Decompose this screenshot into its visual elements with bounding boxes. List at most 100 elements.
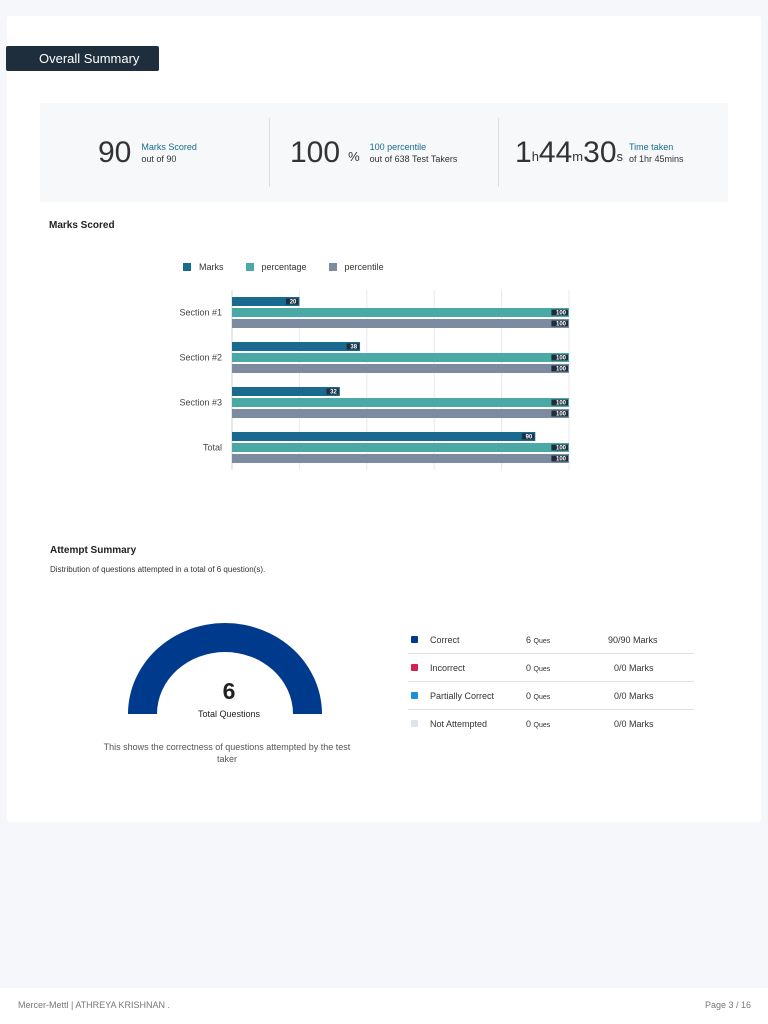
chart-value-badge <box>286 298 299 305</box>
chart-data-label: 100 <box>556 367 567 373</box>
legend-item: percentage <box>245 262 307 272</box>
chart-category-label: Section #2 <box>179 353 222 363</box>
chart-category-label: Section #3 <box>179 398 222 408</box>
attempt-row: Not Attempted 0 Ques 0/0 Marks <box>408 710 694 738</box>
chart-data-label: 100 <box>556 457 567 463</box>
legend-label: percentile <box>344 262 384 272</box>
status-dot <box>411 664 418 671</box>
marks-bar-chart: Section #1 20 100 100 Section #2 38 100 100 Sect… <box>179 290 570 470</box>
donut-caption: This shows the correctness of questions … <box>103 742 351 764</box>
attempt-subtitle: Distribution of questions attempted in a… <box>50 565 266 574</box>
time-label: Time taken <box>629 141 674 152</box>
marks-section-title: Marks Scored <box>49 220 115 231</box>
row-count: 6 <box>526 635 532 645</box>
footer-left: Mercer-Mettl | ATHREYA KRISHNAN . <box>18 1000 171 1010</box>
chart-value-badge <box>551 354 568 361</box>
percentile-unit: % <box>348 149 360 164</box>
chart-value-badge <box>551 365 568 372</box>
row-unit: Ques <box>533 694 551 701</box>
chart-data-label: 100 <box>556 401 567 407</box>
divider <box>498 118 499 187</box>
chart-value-badge <box>551 399 568 406</box>
time-hours: 1 <box>515 135 532 169</box>
chart-bar <box>232 409 569 418</box>
chart-value-badge <box>521 433 535 440</box>
chart-value-badge <box>551 309 568 316</box>
chart-bar <box>232 432 536 441</box>
stats-panel: 90 Marks Scored out of 90 100 % 100 perc… <box>40 103 728 202</box>
legend-swatch <box>328 263 337 271</box>
chart-bar <box>232 398 569 407</box>
chart-value-badge <box>551 444 568 451</box>
chart-data-label: 90 <box>526 435 533 441</box>
legend-item: percentile <box>328 262 384 272</box>
status-dot <box>411 720 418 727</box>
attempt-row: Partially Correct 0 Ques 0/0 Marks <box>408 682 694 710</box>
chart-data-label: 100 <box>556 446 567 452</box>
time-seconds-unit: s <box>616 149 624 164</box>
row-marks: 0/0 Marks <box>614 719 654 729</box>
row-name: Partially Correct <box>430 691 495 701</box>
chart-category-label: Total <box>203 443 222 453</box>
status-dot <box>411 692 418 699</box>
percentile-value: 100 <box>290 135 341 169</box>
legend-swatch <box>183 263 191 271</box>
row-unit: Ques <box>533 722 551 729</box>
legend-swatch <box>245 263 254 271</box>
row-count: 0 <box>526 719 532 729</box>
chart-bar <box>232 443 569 452</box>
row-marks: 0/0 Marks <box>614 691 654 701</box>
chart-bar <box>232 297 300 306</box>
row-unit: Ques <box>533 638 551 645</box>
divider <box>269 118 270 187</box>
chart-data-label: 100 <box>556 311 567 317</box>
time-stat: 1 h 44 m 30 s Time taken of 1hr 45mins <box>515 103 684 202</box>
chart-bar <box>232 308 569 317</box>
chart-value-badge <box>551 320 568 327</box>
time-seconds: 30 <box>583 135 617 169</box>
percentile-sub: out of 638 Test Takers <box>369 153 458 164</box>
marks-value: 90 <box>98 135 132 169</box>
time-minutes-unit: m <box>572 149 584 164</box>
chart-bar <box>232 454 569 463</box>
chart-data-label: 100 <box>556 356 567 362</box>
chart-bar <box>232 353 569 362</box>
chart-data-label: 32 <box>330 390 337 396</box>
row-name: Not Attempted <box>430 719 488 729</box>
legend-label: Marks <box>199 262 224 272</box>
marks-label: Marks Scored <box>141 141 197 152</box>
chart-data-label: 20 <box>290 300 297 306</box>
attempt-table: Correct 6 Ques 90/90 Marks Incorrect 0 Q… <box>408 626 694 738</box>
footer-page-number: Page 3 / 16 <box>704 1000 751 1010</box>
attempt-row: Correct 6 Ques 90/90 Marks <box>408 626 694 654</box>
legend-item: Marks <box>183 262 224 272</box>
donut-total: 6 <box>222 678 236 704</box>
percentile-label: 100 percentile <box>369 141 427 152</box>
chart-data-label: 100 <box>556 322 567 328</box>
chart-value-badge <box>346 343 360 350</box>
chart-value-badge <box>551 410 568 417</box>
chart-bar <box>232 342 361 351</box>
row-name: Incorrect <box>430 663 466 673</box>
marks-stat: 90 Marks Scored out of 90 <box>98 103 197 202</box>
time-minutes: 44 <box>538 135 573 169</box>
row-count: 0 <box>526 663 532 673</box>
row-count: 0 <box>526 691 532 701</box>
section-header: Overall Summary <box>6 46 159 71</box>
attempt-row: Incorrect 0 Ques 0/0 Marks <box>408 654 694 682</box>
chart-bar <box>232 319 569 328</box>
row-marks: 0/0 Marks <box>614 663 654 673</box>
page-footer: Mercer-Mettl | ATHREYA KRISHNAN . Page 3… <box>0 988 768 1024</box>
percentile-stat: 100 % 100 percentile out of 638 Test Tak… <box>290 103 457 202</box>
donut-total-label: Total Questions <box>197 709 261 719</box>
row-marks: 90/90 Marks <box>608 635 658 645</box>
time-hours-unit: h <box>531 149 539 164</box>
chart-bar <box>232 364 569 373</box>
chart-data-label: 38 <box>350 345 357 351</box>
marks-sub: out of 90 <box>141 153 177 164</box>
chart-value-badge <box>326 388 339 395</box>
row-unit: Ques <box>533 666 551 673</box>
donut-arc <box>128 623 322 714</box>
row-name: Correct <box>430 635 460 645</box>
